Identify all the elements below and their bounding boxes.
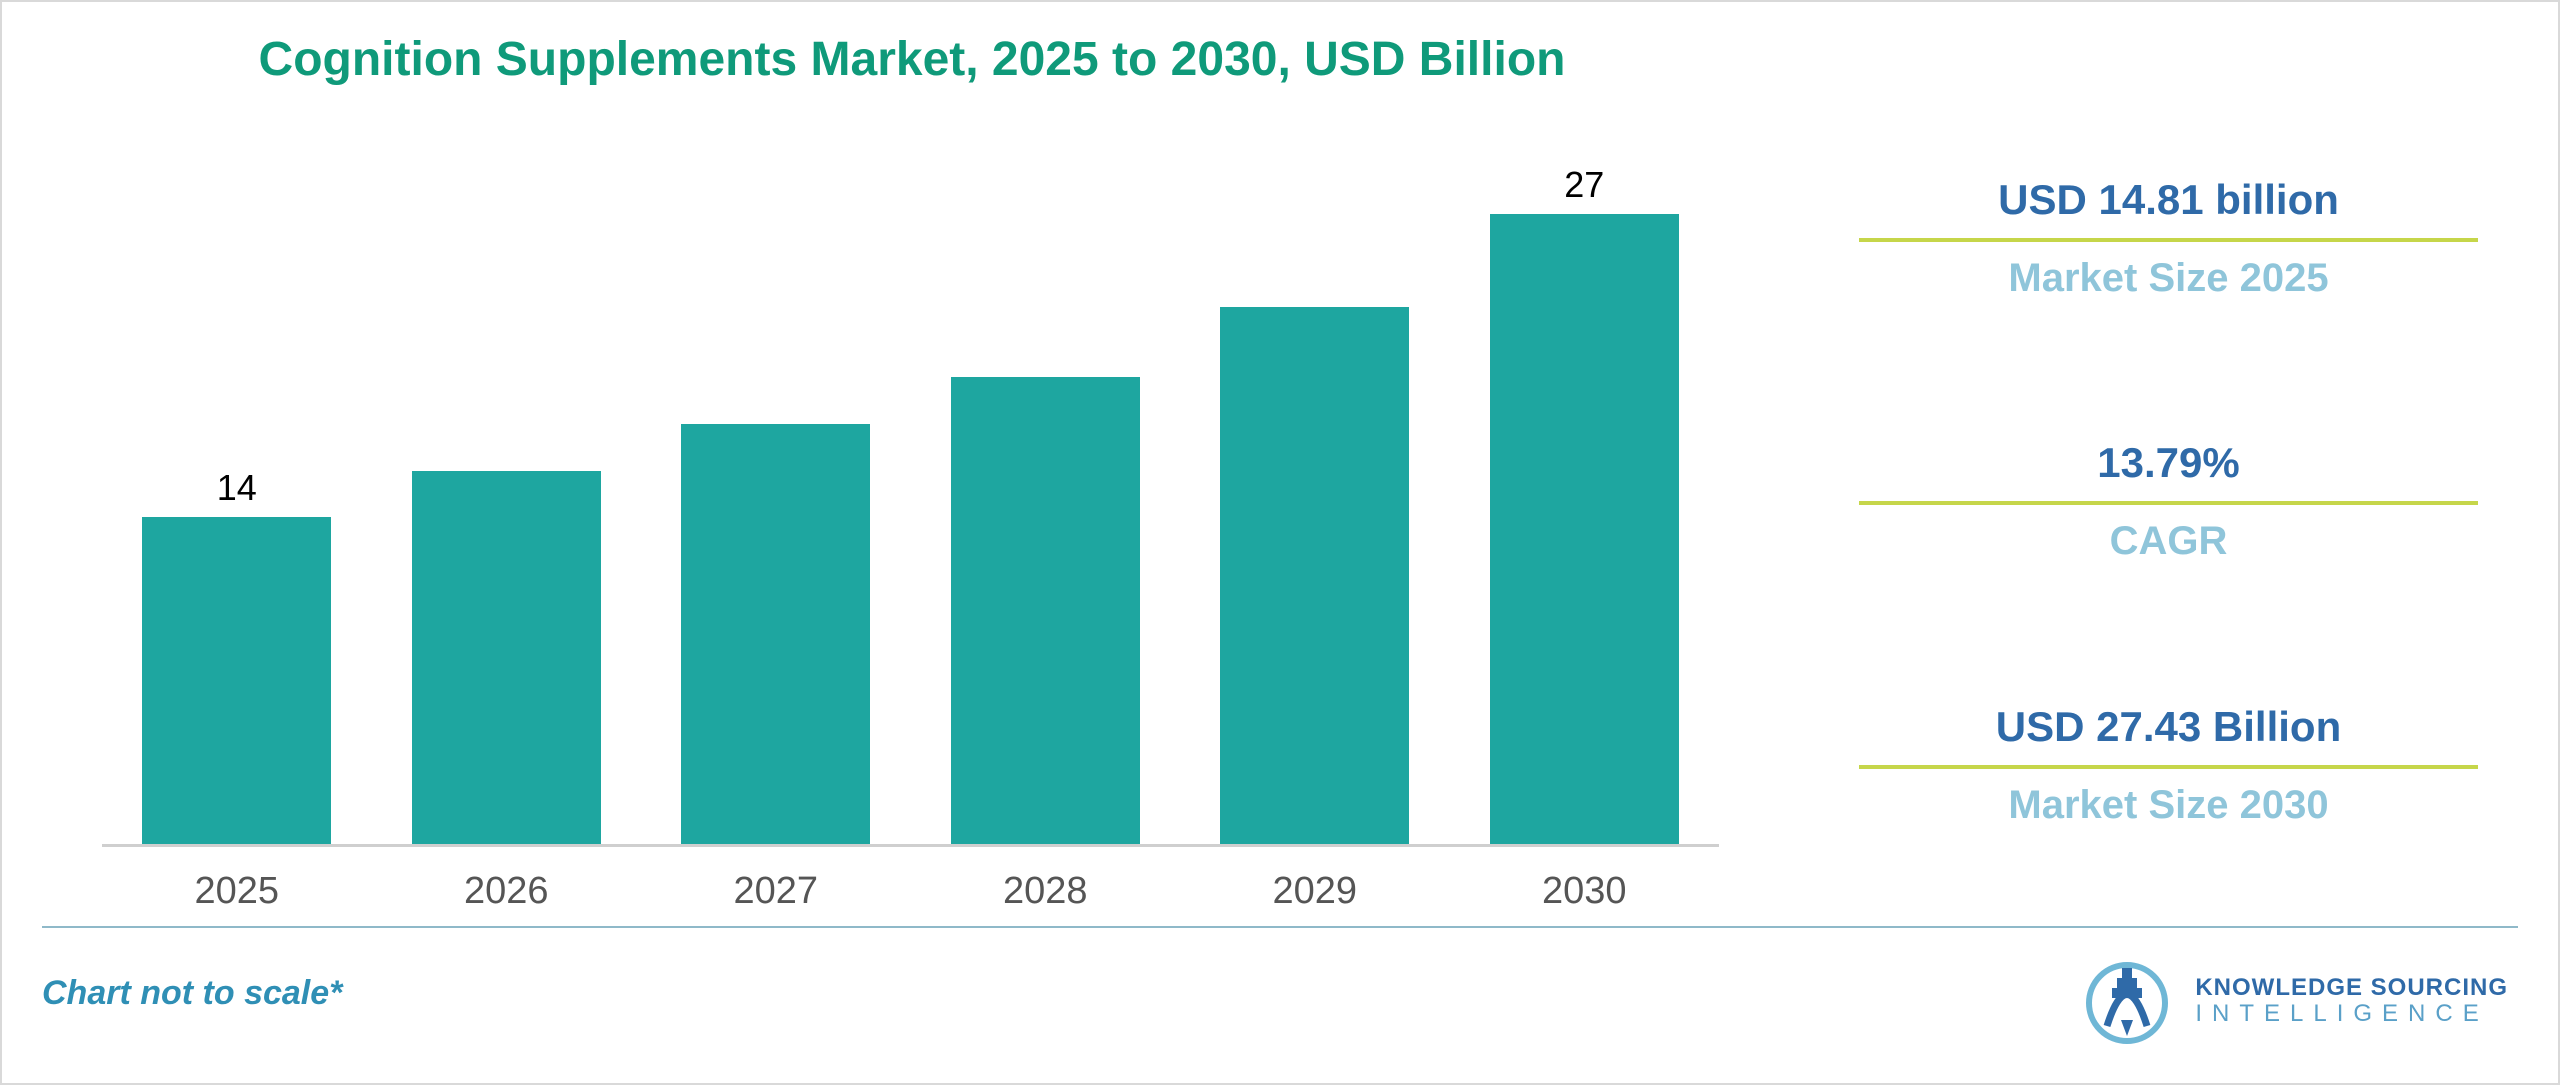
stat-block: USD 27.43 Billion Market Size 2030 — [1859, 703, 2478, 828]
bar-2029 — [1180, 257, 1449, 844]
bar-rect — [1490, 214, 1679, 844]
bar-2028 — [911, 327, 1180, 844]
stat-value: USD 14.81 billion — [1998, 176, 2339, 224]
x-tick: 2027 — [641, 870, 910, 913]
x-tick: 2030 — [1450, 870, 1719, 913]
bar-rect — [142, 517, 331, 844]
brand-icon — [2077, 948, 2177, 1053]
stat-value: USD 27.43 Billion — [1996, 703, 2341, 751]
stat-value: 13.79% — [2097, 439, 2239, 487]
x-tick: 2025 — [102, 870, 371, 913]
x-tick: 2028 — [911, 870, 1180, 913]
stat-label: CAGR — [2110, 519, 2228, 564]
chart-frame: Cognition Supplements Market, 2025 to 20… — [0, 0, 2560, 1085]
plot-area: 14 27 — [102, 97, 1719, 847]
bar-2027 — [641, 374, 910, 844]
stats-panel: USD 14.81 billion Market Size 2025 13.79% C… — [1819, 97, 2518, 927]
x-axis: 202520262027202820292030 — [102, 855, 1719, 927]
bar-chart: 14 27 202520262027202820292030 — [42, 97, 1779, 927]
brand-line-2: INTELLIGENCE — [2195, 1001, 2508, 1026]
brand-text: KNOWLEDGE SOURCING INTELLIGENCE — [2195, 975, 2508, 1025]
brand-logo: KNOWLEDGE SOURCING INTELLIGENCE — [2077, 948, 2508, 1053]
x-tick: 2029 — [1180, 870, 1449, 913]
stat-label: Market Size 2025 — [2008, 256, 2328, 301]
bar-2030: 27 — [1450, 164, 1719, 844]
bar-rect — [412, 471, 601, 844]
stat-block: USD 14.81 billion Market Size 2025 — [1859, 176, 2478, 301]
bar-rect — [681, 424, 870, 844]
footer-rule — [42, 926, 2518, 928]
x-tick: 2026 — [372, 870, 641, 913]
bar-rect — [1220, 307, 1409, 844]
stat-rule — [1859, 238, 2478, 242]
brand-line-1: KNOWLEDGE SOURCING — [2195, 975, 2508, 1000]
content-row: 14 27 202520262027202820292030 USD 14.81 … — [42, 97, 2518, 927]
stat-rule — [1859, 501, 2478, 505]
bar-2026 — [372, 421, 641, 844]
stat-block: 13.79% CAGR — [1859, 439, 2478, 564]
bars-container: 14 27 — [102, 97, 1719, 844]
bar-2025: 14 — [102, 467, 371, 844]
stat-label: Market Size 2030 — [2008, 783, 2328, 828]
stat-rule — [1859, 765, 2478, 769]
bar-value-label: 14 — [217, 467, 257, 509]
footnote: Chart not to scale* — [42, 974, 342, 1013]
chart-title: Cognition Supplements Market, 2025 to 20… — [42, 32, 1782, 87]
bar-value-label: 27 — [1564, 164, 1604, 206]
bar-rect — [951, 377, 1140, 844]
